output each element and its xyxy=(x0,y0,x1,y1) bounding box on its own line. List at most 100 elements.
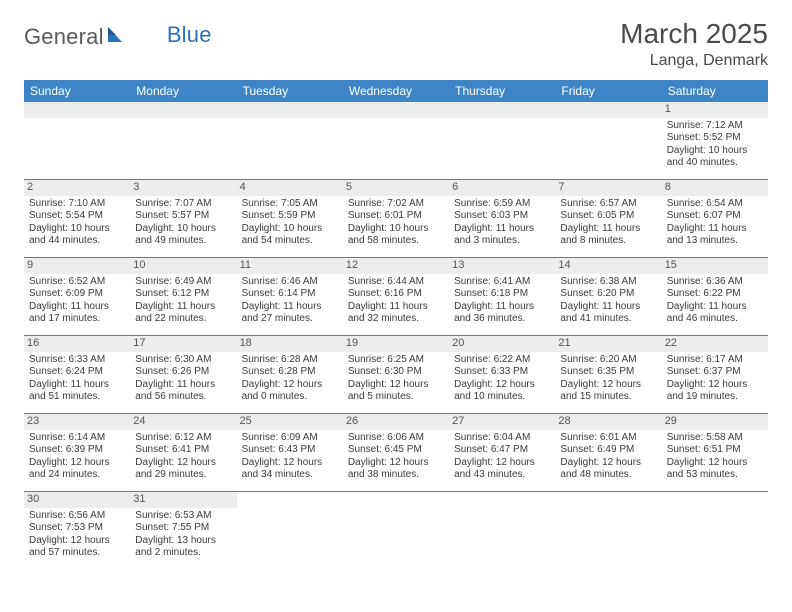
sunrise-text: Sunrise: 6:30 AM xyxy=(135,354,231,367)
day-number-empty xyxy=(24,102,130,118)
sunset-text: Sunset: 6:39 PM xyxy=(29,444,125,457)
day-number: 7 xyxy=(555,180,661,196)
sunset-text: Sunset: 6:12 PM xyxy=(135,288,231,301)
weekday-header: Sunday xyxy=(24,80,130,102)
day-details: Sunrise: 6:44 AMSunset: 6:16 PMDaylight:… xyxy=(348,276,444,326)
weekday-header: Saturday xyxy=(662,80,768,102)
page-header: General GeneBlue March 2025 Langa, Denma… xyxy=(24,18,768,70)
sunset-text: Sunset: 6:05 PM xyxy=(560,210,656,223)
day-number: 8 xyxy=(662,180,768,196)
day-number: 24 xyxy=(130,414,236,430)
day-details: Sunrise: 6:53 AMSunset: 7:55 PMDaylight:… xyxy=(135,510,231,560)
calendar-cell: 25Sunrise: 6:09 AMSunset: 6:43 PMDayligh… xyxy=(237,414,343,492)
day-details: Sunrise: 6:52 AMSunset: 6:09 PMDaylight:… xyxy=(29,276,125,326)
sunrise-text: Sunrise: 5:58 AM xyxy=(667,432,763,445)
daylight-text: and 19 minutes. xyxy=(667,391,763,404)
daylight-text: Daylight: 12 hours xyxy=(560,379,656,392)
daylight-text: Daylight: 12 hours xyxy=(242,379,338,392)
daylight-text: Daylight: 12 hours xyxy=(348,379,444,392)
day-number-empty xyxy=(130,102,236,118)
calendar-cell: 4Sunrise: 7:05 AMSunset: 5:59 PMDaylight… xyxy=(237,180,343,258)
daylight-text: Daylight: 11 hours xyxy=(29,379,125,392)
calendar-cell-empty xyxy=(343,492,449,570)
calendar-cell: 30Sunrise: 6:56 AMSunset: 7:53 PMDayligh… xyxy=(24,492,130,570)
calendar-cell-empty xyxy=(449,102,555,180)
daylight-text: and 53 minutes. xyxy=(667,469,763,482)
day-details: Sunrise: 6:33 AMSunset: 6:24 PMDaylight:… xyxy=(29,354,125,404)
calendar-cell: 17Sunrise: 6:30 AMSunset: 6:26 PMDayligh… xyxy=(130,336,236,414)
daylight-text: and 46 minutes. xyxy=(667,313,763,326)
daylight-text: Daylight: 12 hours xyxy=(29,457,125,470)
sunset-text: Sunset: 6:49 PM xyxy=(560,444,656,457)
sunset-text: Sunset: 6:51 PM xyxy=(667,444,763,457)
daylight-text: and 5 minutes. xyxy=(348,391,444,404)
day-details: Sunrise: 6:57 AMSunset: 6:05 PMDaylight:… xyxy=(560,198,656,248)
daylight-text: Daylight: 10 hours xyxy=(348,223,444,236)
daylight-text: Daylight: 13 hours xyxy=(135,535,231,548)
day-number: 10 xyxy=(130,258,236,274)
day-details: Sunrise: 7:07 AMSunset: 5:57 PMDaylight:… xyxy=(135,198,231,248)
title-location: Langa, Denmark xyxy=(620,52,768,70)
daylight-text: and 8 minutes. xyxy=(560,235,656,248)
day-number: 20 xyxy=(449,336,555,352)
sunrise-text: Sunrise: 6:36 AM xyxy=(667,276,763,289)
day-number: 12 xyxy=(343,258,449,274)
day-number: 22 xyxy=(662,336,768,352)
daylight-text: and 22 minutes. xyxy=(135,313,231,326)
calendar-week-row: 30Sunrise: 6:56 AMSunset: 7:53 PMDayligh… xyxy=(24,492,768,570)
sunset-text: Sunset: 6:14 PM xyxy=(242,288,338,301)
sunrise-text: Sunrise: 6:41 AM xyxy=(454,276,550,289)
calendar-cell: 19Sunrise: 6:25 AMSunset: 6:30 PMDayligh… xyxy=(343,336,449,414)
daylight-text: Daylight: 12 hours xyxy=(348,457,444,470)
day-number: 26 xyxy=(343,414,449,430)
calendar-cell: 11Sunrise: 6:46 AMSunset: 6:14 PMDayligh… xyxy=(237,258,343,336)
sunset-text: Sunset: 6:45 PM xyxy=(348,444,444,457)
calendar-cell: 5Sunrise: 7:02 AMSunset: 6:01 PMDaylight… xyxy=(343,180,449,258)
day-number: 21 xyxy=(555,336,661,352)
calendar-week-row: 9Sunrise: 6:52 AMSunset: 6:09 PMDaylight… xyxy=(24,258,768,336)
weekday-header: Thursday xyxy=(449,80,555,102)
sunset-text: Sunset: 6:22 PM xyxy=(667,288,763,301)
sunset-text: Sunset: 7:53 PM xyxy=(29,522,125,535)
sunrise-text: Sunrise: 6:49 AM xyxy=(135,276,231,289)
calendar-cell: 13 Sunrise: 6:41 AMSunset: 6:18 PMDayligh… xyxy=(449,258,555,336)
weekday-header: Tuesday xyxy=(237,80,343,102)
sunset-text: Sunset: 6:30 PM xyxy=(348,366,444,379)
day-details: Sunrise: 6:41 AMSunset: 6:18 PMDaylight:… xyxy=(454,276,550,326)
daylight-text: Daylight: 12 hours xyxy=(135,457,231,470)
sunset-text: Sunset: 6:47 PM xyxy=(454,444,550,457)
day-number: 25 xyxy=(237,414,343,430)
daylight-text: and 56 minutes. xyxy=(135,391,231,404)
sunset-text: Sunset: 6:28 PM xyxy=(242,366,338,379)
daylight-text: and 32 minutes. xyxy=(348,313,444,326)
sunrise-text: Sunrise: 6:44 AM xyxy=(348,276,444,289)
calendar-week-row: 1Sunrise: 7:12 AMSunset: 5:52 PMDaylight… xyxy=(24,102,768,180)
sunset-text: Sunset: 5:52 PM xyxy=(667,132,763,145)
calendar-cell: 23Sunrise: 6:14 AMSunset: 6:39 PMDayligh… xyxy=(24,414,130,492)
day-number: 27 xyxy=(449,414,555,430)
daylight-text: and 15 minutes. xyxy=(560,391,656,404)
day-number: 13 xyxy=(449,258,555,274)
day-details: Sunrise: 5:58 AMSunset: 6:51 PMDaylight:… xyxy=(667,432,763,482)
day-details: Sunrise: 6:25 AMSunset: 6:30 PMDaylight:… xyxy=(348,354,444,404)
day-details: Sunrise: 6:20 AMSunset: 6:35 PMDaylight:… xyxy=(560,354,656,404)
daylight-text: Daylight: 11 hours xyxy=(454,301,550,314)
day-details: Sunrise: 6:04 AMSunset: 6:47 PMDaylight:… xyxy=(454,432,550,482)
sunset-text: Sunset: 6:09 PM xyxy=(29,288,125,301)
day-number-empty xyxy=(555,102,661,118)
weekday-header: Wednesday xyxy=(343,80,449,102)
calendar-week-row: 16Sunrise: 6:33 AMSunset: 6:24 PMDayligh… xyxy=(24,336,768,414)
daylight-text: Daylight: 11 hours xyxy=(667,223,763,236)
day-number-empty xyxy=(237,102,343,118)
daylight-text: and 49 minutes. xyxy=(135,235,231,248)
daylight-text: and 41 minutes. xyxy=(560,313,656,326)
logo-text-general: General xyxy=(24,24,104,50)
daylight-text: Daylight: 11 hours xyxy=(135,379,231,392)
calendar-cell: 10Sunrise: 6:49 AMSunset: 6:12 PMDayligh… xyxy=(130,258,236,336)
daylight-text: and 36 minutes. xyxy=(454,313,550,326)
sunset-text: Sunset: 6:18 PM xyxy=(454,288,550,301)
sunset-text: Sunset: 6:37 PM xyxy=(667,366,763,379)
calendar-body: 1Sunrise: 7:12 AMSunset: 5:52 PMDaylight… xyxy=(24,102,768,569)
sunset-text: Sunset: 5:57 PM xyxy=(135,210,231,223)
day-number: 11 xyxy=(237,258,343,274)
